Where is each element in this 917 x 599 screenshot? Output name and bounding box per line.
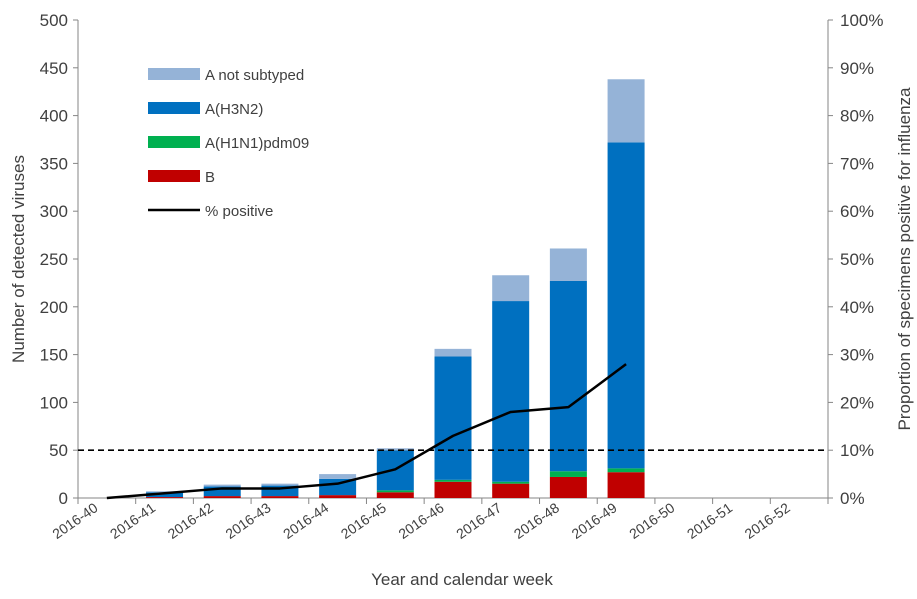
legend-swatch — [148, 136, 200, 148]
y-tick-label-right: 40% — [840, 298, 874, 317]
y-tick-label-left: 150 — [40, 346, 68, 365]
x-tick-label: 2016-52 — [742, 499, 793, 542]
bar-segment — [549, 248, 587, 281]
y-tick-label-left: 50 — [49, 441, 68, 460]
positive-rate-line — [106, 363, 627, 500]
y-tick-label-right: 80% — [840, 107, 874, 126]
bar-segment — [203, 484, 241, 487]
bar-segment — [319, 478, 357, 496]
bar-segment — [146, 491, 184, 493]
bar-segment — [376, 492, 414, 498]
bar-segment — [261, 496, 299, 498]
legend-label: A(H3N2) — [205, 101, 263, 118]
legend-swatch — [148, 102, 200, 114]
y-axis-title-right: Proportion of specimens positive for inf… — [895, 87, 914, 431]
y-tick-label-left: 200 — [40, 298, 68, 317]
x-axis-title: Year and calendar week — [371, 570, 553, 589]
bar-segment — [203, 496, 241, 498]
bar-segment — [607, 79, 645, 143]
bar-segment — [319, 495, 357, 498]
y-tick-label-right: 50% — [840, 250, 874, 269]
y-tick-label-right: 20% — [840, 393, 874, 412]
y-tick-label-right: 100% — [840, 11, 883, 30]
legend-label: B — [205, 169, 215, 186]
y-tick-label-right: 60% — [840, 202, 874, 221]
bar-segment — [434, 348, 472, 357]
bar-segment — [492, 481, 530, 484]
y-tick-label-left: 0 — [59, 489, 68, 508]
y-tick-label-left: 500 — [40, 11, 68, 30]
bar-segment — [376, 490, 414, 493]
y-tick-label-left: 100 — [40, 393, 68, 412]
bar-segment — [146, 497, 184, 498]
bar-segment — [434, 481, 472, 498]
x-tick-label: 2016-51 — [684, 499, 735, 542]
legend-swatch — [148, 68, 200, 80]
y-tick-label-left: 400 — [40, 107, 68, 126]
x-tick-label: 2016-41 — [107, 499, 158, 542]
bar-segment — [376, 448, 414, 451]
y-tick-label-right: 0% — [840, 489, 865, 508]
bar-segment — [319, 474, 357, 479]
bar-segment — [203, 486, 241, 497]
x-tick-label: 2016-43 — [222, 499, 273, 542]
y-tick-label-right: 90% — [840, 59, 874, 78]
legend-label: % positive — [205, 203, 273, 220]
y-tick-label-right: 70% — [840, 154, 874, 173]
bar-segment — [549, 476, 587, 498]
x-tick-label: 2016-40 — [49, 499, 100, 542]
y-tick-label-left: 450 — [40, 59, 68, 78]
y-axis-title-left: Number of detected viruses — [9, 155, 28, 363]
bar-segment — [492, 275, 530, 302]
bar-segment — [607, 142, 645, 469]
x-tick-label: 2016-50 — [626, 499, 677, 542]
x-tick-label: 2016-49 — [569, 499, 620, 542]
bar-segment — [549, 471, 587, 477]
x-tick-label: 2016-47 — [453, 499, 504, 542]
bar-segment — [549, 280, 587, 472]
x-tick-label: 2016-44 — [280, 499, 331, 542]
bar-segment — [492, 483, 530, 498]
bar-segment — [434, 479, 472, 482]
y-tick-label-right: 10% — [840, 441, 874, 460]
y-tick-label-left: 350 — [40, 154, 68, 173]
x-tick-label: 2016-42 — [165, 499, 216, 542]
y-tick-label-left: 250 — [40, 250, 68, 269]
x-tick-label: 2016-46 — [395, 499, 446, 542]
legend-label: A not subtyped — [205, 67, 304, 84]
legend-swatch — [148, 170, 200, 182]
bar-segment — [434, 356, 472, 480]
bar-segment — [261, 485, 299, 497]
legend-label: A(H1N1)pdm09 — [205, 135, 309, 152]
y-tick-label-right: 30% — [840, 346, 874, 365]
x-tick-label: 2016-48 — [511, 499, 562, 542]
x-tick-label: 2016-45 — [338, 499, 389, 542]
bar-segment — [492, 301, 530, 482]
bar-segment — [607, 472, 645, 498]
bar-segment — [607, 468, 645, 473]
y-tick-label-left: 300 — [40, 202, 68, 221]
bar-segment — [146, 492, 184, 498]
bar-segment — [261, 483, 299, 486]
